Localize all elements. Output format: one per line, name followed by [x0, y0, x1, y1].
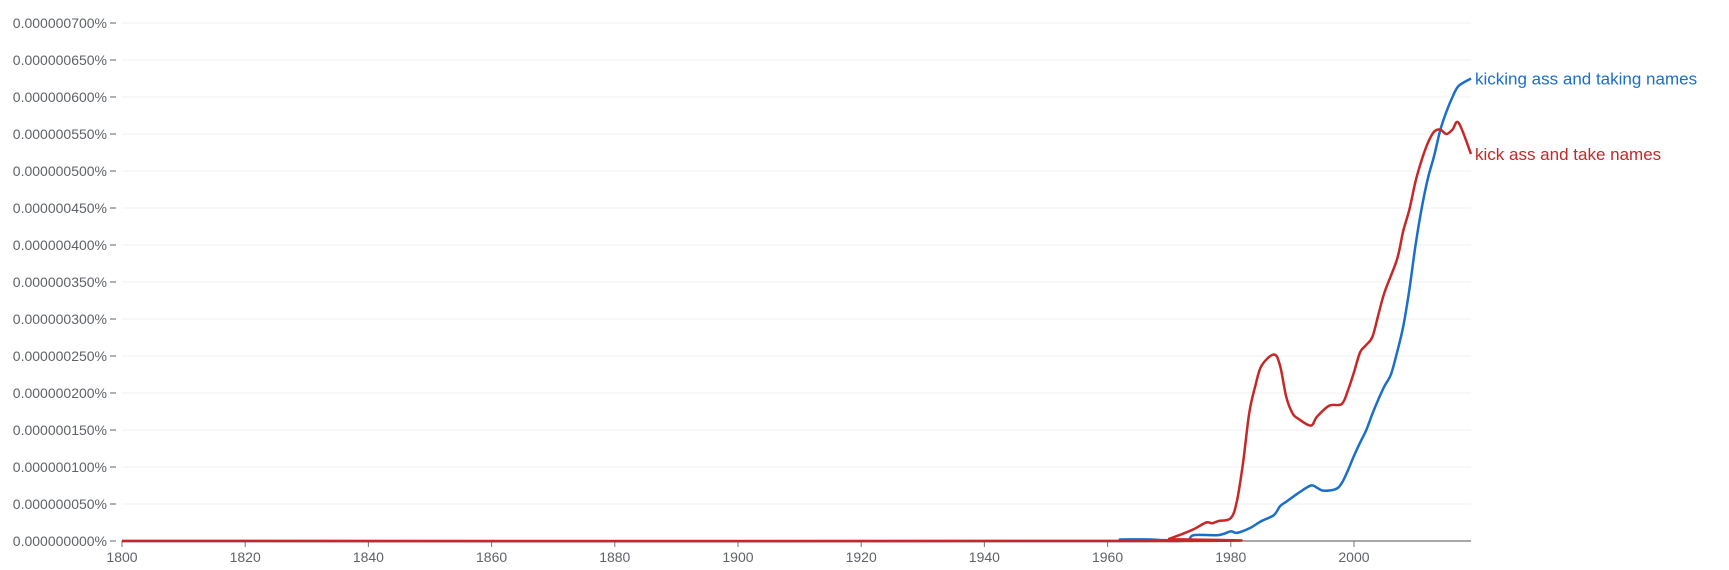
y-tick-label: 0.000000450% [13, 200, 107, 216]
y-tick-label: 0.000000250% [13, 348, 107, 364]
y-tick-label: 0.000000600% [13, 89, 107, 105]
x-tick-label: 1840 [353, 549, 384, 565]
x-tick-label: 1980 [1215, 549, 1246, 565]
x-tick-label: 1920 [846, 549, 877, 565]
x-tick-label: 1860 [476, 549, 507, 565]
series-label: kick ass and take names [1475, 145, 1661, 164]
x-tick-label: 1820 [230, 549, 261, 565]
y-tick-label: 0.000000150% [13, 422, 107, 438]
y-tick-label: 0.000000200% [13, 385, 107, 401]
series-label: kicking ass and taking names [1475, 70, 1697, 89]
y-tick-label: 0.000000300% [13, 311, 107, 327]
series-line-1 [121, 120, 1473, 543]
x-tick-label: 1940 [969, 549, 1000, 565]
y-tick-label: 0.000000050% [13, 496, 107, 512]
x-tick-label: 1900 [722, 549, 753, 565]
y-tick-label: 0.000000550% [13, 126, 107, 142]
y-tick-label: 0.000000700% [13, 15, 107, 31]
x-tick-label: 1960 [1092, 549, 1123, 565]
y-tick-label: 0.000000500% [13, 163, 107, 179]
x-tick-label: 2000 [1338, 549, 1369, 565]
y-tick-label: 0.000000000% [13, 533, 107, 549]
x-tick-label: 1880 [599, 549, 630, 565]
series-line-0 [121, 77, 1472, 543]
y-tick-label: 0.000000350% [13, 274, 107, 290]
y-tick-label: 0.000000400% [13, 237, 107, 253]
y-tick-label: 0.000000100% [13, 459, 107, 475]
y-tick-label: 0.000000650% [13, 52, 107, 68]
x-tick-label: 1800 [106, 549, 137, 565]
